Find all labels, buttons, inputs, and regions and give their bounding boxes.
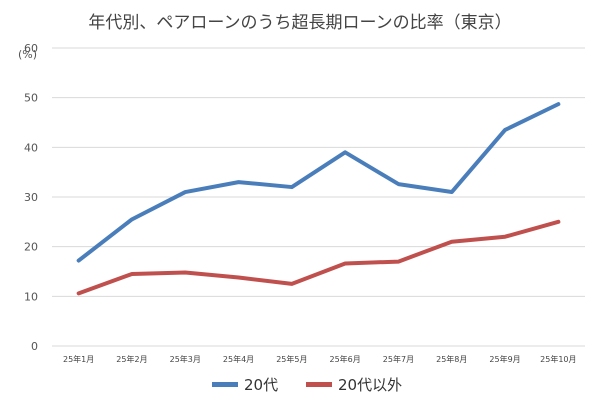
x-tick-label: 25年10月 — [540, 354, 576, 364]
y-tick-label: 50 — [24, 92, 38, 105]
data-point — [503, 128, 507, 132]
legend-label-other: 20代以外 — [338, 376, 403, 394]
y-axis-unit-label: (%) — [18, 48, 37, 61]
legend-swatch-20s — [212, 382, 238, 387]
x-tick-label: 25年9月 — [489, 354, 520, 364]
x-tick-label: 25年8月 — [436, 354, 467, 364]
data-point — [396, 260, 400, 264]
x-tick-label: 25年4月 — [223, 354, 254, 364]
legend-item-series-1: 20代 — [212, 374, 278, 395]
y-tick-label: 20 — [24, 241, 38, 254]
x-tick-label: 25年2月 — [116, 354, 147, 364]
x-tick-label: 25年7月 — [383, 354, 414, 364]
data-point — [343, 262, 347, 266]
x-tick-label: 25年6月 — [330, 354, 361, 364]
data-point — [396, 182, 400, 186]
data-point — [556, 220, 560, 224]
y-tick-labels: 0 10 20 30 40 50 60 — [24, 42, 38, 353]
data-point — [237, 275, 241, 279]
x-tick-label: 25年3月 — [170, 354, 201, 364]
data-point — [556, 102, 560, 106]
data-point — [343, 150, 347, 154]
y-tick-label: 0 — [31, 340, 38, 353]
legend-item-series-2: 20代以外 — [306, 374, 402, 395]
x-tick-labels: 25年1月 25年2月 25年3月 25年4月 25年5月 25年6月 25年7月 25年8月… — [63, 354, 577, 364]
series-line-2 — [76, 219, 561, 296]
data-point — [77, 291, 81, 295]
data-point — [450, 190, 454, 194]
data-point — [237, 180, 241, 184]
data-point — [503, 235, 507, 239]
series-line-1 — [76, 102, 561, 263]
data-point — [290, 185, 294, 189]
x-tick-label: 25年1月 — [63, 354, 94, 364]
data-point — [183, 190, 187, 194]
legend-label-20s: 20代 — [244, 376, 279, 394]
data-point — [130, 272, 134, 276]
y-tick-label: 30 — [24, 191, 38, 204]
y-tick-label: 40 — [24, 141, 38, 154]
data-point — [77, 259, 81, 263]
chart-title: 年代別、ペアローンのうち超長期ローンの比率（東京） — [88, 13, 512, 33]
data-point — [450, 240, 454, 244]
gridlines — [52, 47, 585, 347]
legend-swatch-other — [306, 382, 332, 387]
data-point — [130, 217, 134, 221]
data-point — [290, 282, 294, 286]
series-lines — [76, 102, 561, 296]
y-tick-label: 10 — [24, 290, 38, 303]
x-tick-label: 25年5月 — [276, 354, 307, 364]
data-point — [183, 270, 187, 274]
y-tick-label: 60 — [24, 42, 38, 55]
